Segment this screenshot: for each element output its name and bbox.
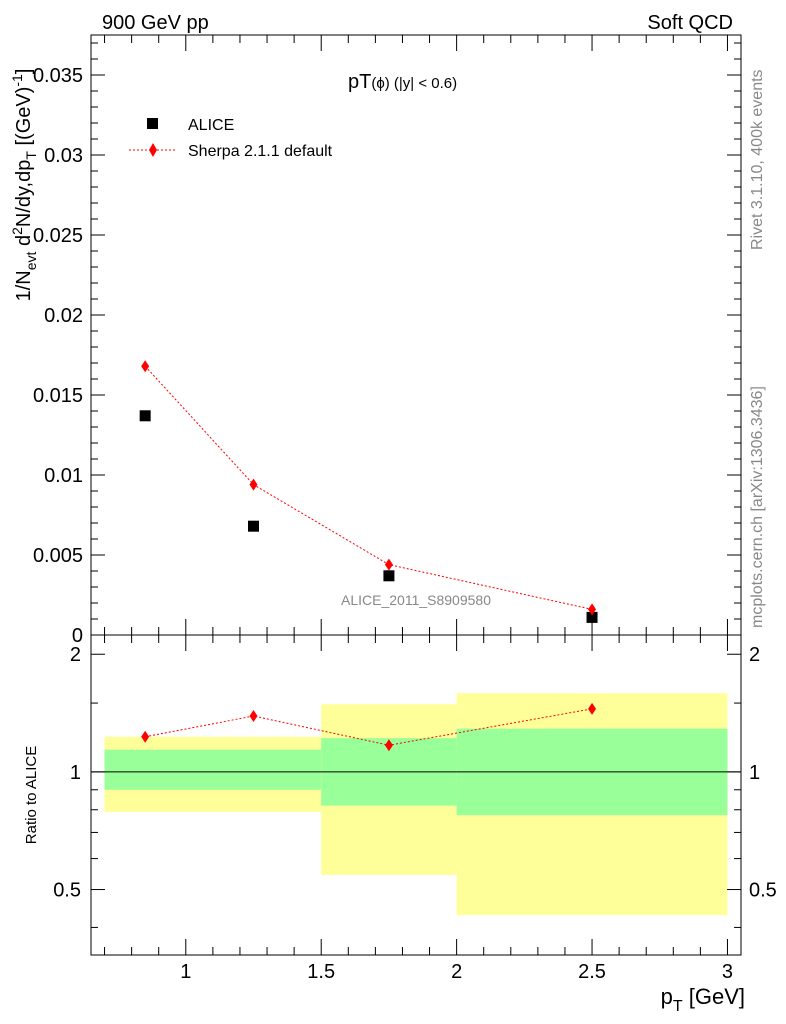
sherpa-point bbox=[141, 360, 150, 373]
plot-title-sub: (ϕ) (|y| < 0.6) bbox=[371, 75, 457, 92]
ratio-sherpa-point bbox=[588, 702, 597, 715]
ratio-sherpa-point bbox=[384, 739, 393, 752]
xtick-label: 1.5 bbox=[307, 961, 335, 983]
legend-sherpa-label: Sherpa 2.1.1 default bbox=[188, 143, 333, 160]
mcplots-label: mcplots.cern.ch [arXiv:1306.3436] bbox=[749, 386, 766, 628]
legend-sherpa-marker bbox=[149, 143, 157, 157]
header-right: Soft QCD bbox=[647, 12, 733, 34]
ratio-plot-panel: 0.5 0.5 1 1 2 2 1 1.5 2 2.5 3 Ratio to ALICE pT [… bbox=[23, 634, 777, 1015]
xtick-label: 3 bbox=[722, 961, 733, 983]
ratio-ytick-label-right: 0.5 bbox=[749, 880, 777, 902]
ratio-ytick-label: 1 bbox=[70, 762, 81, 784]
main-ytick-label: 0.005 bbox=[33, 545, 83, 567]
ratio-sherpa-point bbox=[249, 709, 258, 722]
header-left: 900 GeV pp bbox=[102, 12, 209, 34]
sherpa-point bbox=[588, 603, 597, 616]
xtick-label: 2 bbox=[451, 961, 462, 983]
ratio-ytick-label: 2 bbox=[70, 644, 81, 666]
alice-point bbox=[383, 570, 395, 582]
legend: ALICE Sherpa 2.1.1 default bbox=[129, 117, 333, 160]
main-ytick-label: 0.02 bbox=[44, 305, 83, 327]
ratio-band-green bbox=[104, 749, 322, 790]
ratio-sherpa-point bbox=[141, 730, 150, 743]
ratio-ytick-label-right: 1 bbox=[749, 762, 760, 784]
main-ytick-label: 0.035 bbox=[33, 65, 83, 87]
ratio-sherpa-line bbox=[145, 708, 593, 746]
ratio-ytick-label: 0.5 bbox=[53, 880, 81, 902]
plot-title-main: pT bbox=[348, 71, 371, 93]
rivet-label: Rivet 3.1.10, 400k events bbox=[749, 69, 766, 250]
xlabel: pT [GeV] bbox=[661, 984, 745, 1015]
ratio-frame bbox=[90, 634, 742, 956]
main-ytick-label: 0.03 bbox=[44, 145, 83, 167]
main-plot-panel: 0 0.005 0.01 0.015 0.02 0.025 0.03 0.035 pT(ϕ) … bbox=[9, 34, 742, 647]
xtick-label: 2.5 bbox=[578, 961, 606, 983]
ratio-ytick-label-right: 2 bbox=[749, 644, 760, 666]
main-ytick-label: 0.025 bbox=[33, 225, 83, 247]
alice-point bbox=[248, 520, 259, 532]
main-ytick-label: 0.01 bbox=[44, 465, 83, 487]
alice-point bbox=[586, 611, 598, 623]
analysis-watermark: ALICE_2011_S8909580 bbox=[341, 592, 491, 608]
sherpa-line bbox=[144, 365, 593, 610]
sherpa-point bbox=[384, 558, 393, 571]
main-ylabel: 1/Nevt d2N/dy,dpT [(GeV)-1] bbox=[9, 69, 39, 302]
xtick-label: 1 bbox=[180, 961, 191, 983]
main-ytick-label: 0 bbox=[72, 625, 83, 647]
legend-alice-label: ALICE bbox=[188, 117, 234, 134]
ratio-ylabel: Ratio to ALICE bbox=[23, 746, 40, 844]
sherpa-point bbox=[249, 478, 258, 491]
plot-title: pT(ϕ) (|y| < 0.6) bbox=[348, 71, 457, 93]
main-ytick-label: 0.015 bbox=[33, 385, 83, 407]
legend-alice-marker bbox=[147, 118, 158, 129]
alice-point bbox=[139, 410, 151, 422]
